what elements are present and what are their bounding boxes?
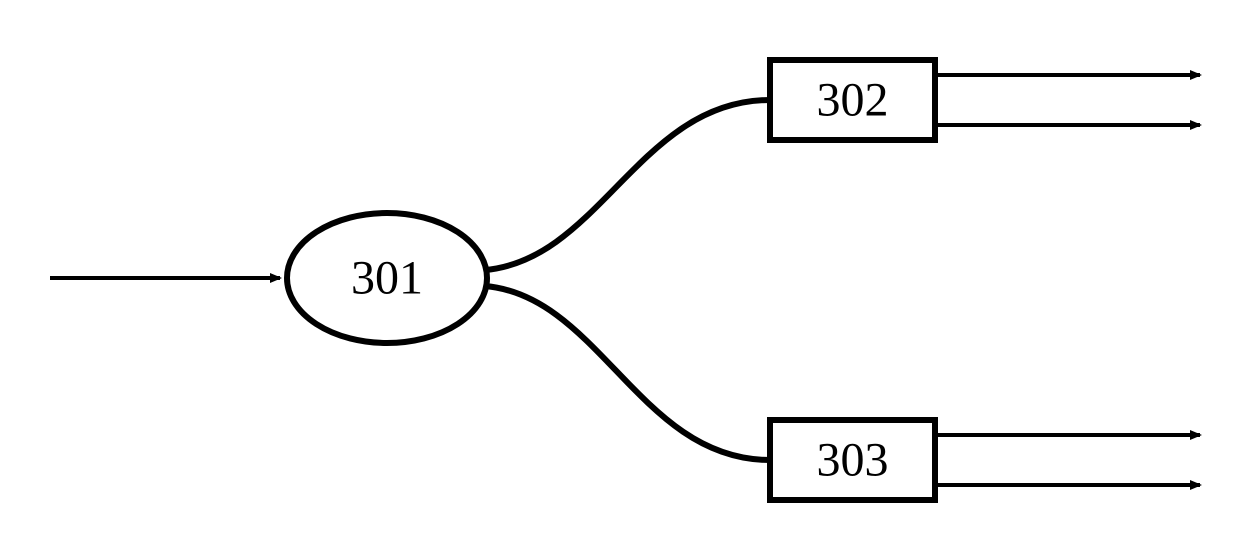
node-301-label: 301: [351, 252, 423, 305]
node-302-label: 302: [817, 74, 889, 127]
edge-curve: [485, 286, 770, 460]
node-303-label: 303: [817, 434, 889, 487]
flow-diagram: 301 302 303: [0, 0, 1240, 556]
edges-group: [50, 75, 1200, 485]
edge-curve: [485, 100, 770, 270]
